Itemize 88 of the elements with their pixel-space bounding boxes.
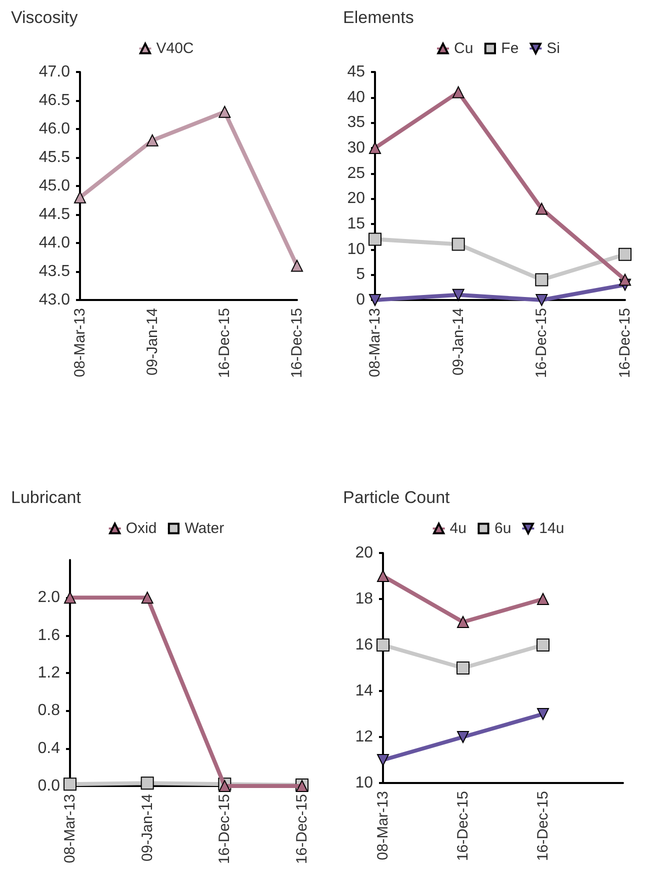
point [146, 134, 158, 146]
x-tick-label: 16-Dec-15 [216, 794, 234, 864]
point [74, 191, 86, 204]
y-tick-label: 0 [356, 292, 366, 308]
legend-label: Water [184, 520, 224, 537]
y-tick-label: 25 [347, 164, 366, 182]
point [537, 593, 549, 605]
x-tick-label: 09-Jan-14 [138, 794, 156, 862]
y-tick-label: 10 [347, 240, 366, 258]
x-tick-label: 16-Dec-15 [454, 791, 472, 862]
y-tick-label: 12 [355, 728, 374, 746]
y-tick-label: 20 [347, 190, 366, 208]
y-tick-label: 0.8 [38, 702, 60, 720]
point [140, 776, 154, 790]
y-tick-label: 47.0 [38, 64, 70, 80]
point [452, 86, 464, 98]
y-tick-label: 0.0 [38, 778, 60, 794]
x-tick-label: 09-Jan-14 [144, 308, 161, 376]
point [536, 638, 550, 652]
y-tick-label: 0.4 [38, 740, 60, 757]
y-tick-label: 30 [347, 140, 366, 156]
x-tick-label: 08-Mar-13 [62, 794, 78, 864]
point [369, 142, 381, 154]
y-tick-label: 1.6 [38, 626, 60, 644]
point [369, 294, 381, 306]
point [64, 592, 76, 604]
point [619, 274, 631, 286]
point [452, 288, 464, 301]
x-tick-label: 16-Dec-15 [294, 794, 310, 864]
point [141, 592, 154, 604]
y-tick-label: 40 [347, 88, 366, 106]
chart-title: Elements [343, 8, 414, 27]
point [218, 106, 231, 118]
point [218, 780, 231, 792]
x-tick-label: 09-Jan-14 [450, 308, 467, 376]
x-tick-label: 16-Dec-15 [616, 308, 634, 378]
y-tick-label: 45 [347, 64, 366, 80]
y-tick-label: 44.5 [38, 206, 70, 223]
x-tick-label: 08-Mar-13 [72, 308, 88, 378]
legend-label: Fe [501, 40, 519, 57]
point [536, 294, 548, 306]
point [377, 754, 389, 766]
legend-label: V40C [156, 40, 194, 57]
y-tick-label: 15 [347, 216, 366, 232]
legend-label: Oxid [126, 520, 157, 537]
x-tick-label: 08-Mar-13 [374, 791, 392, 860]
y-tick-label: 10 [355, 774, 374, 792]
point [457, 616, 469, 628]
point [537, 708, 549, 720]
y-tick-label: 46.5 [38, 92, 70, 109]
legend-label: 6u [494, 520, 512, 537]
y-tick-label: 43.0 [38, 292, 70, 308]
x-tick-label: 16-Dec-15 [534, 791, 552, 862]
y-tick-label: 45.0 [38, 178, 70, 194]
legend-label: 14u [539, 520, 564, 537]
y-tick-label: 43.5 [38, 263, 70, 280]
y-tick-label: 18 [355, 590, 374, 608]
legend-label: 4u [450, 520, 466, 537]
point [618, 248, 632, 261]
point [535, 273, 548, 286]
y-tick-label: 14 [355, 682, 374, 700]
point [291, 260, 303, 272]
y-tick-label: 44.0 [38, 234, 70, 252]
chart-title: Lubricant [11, 488, 82, 507]
y-tick-label: 1.2 [38, 664, 60, 682]
y-tick-label: 2.0 [38, 589, 60, 606]
point [452, 238, 465, 251]
legend-label: Si [546, 40, 560, 57]
point [376, 638, 390, 652]
y-tick-label: 20 [355, 544, 374, 562]
y-tick-label: 35 [347, 114, 366, 132]
point [457, 731, 469, 743]
chart-title: Viscosity [11, 8, 78, 27]
x-tick-label: 16-Dec-15 [216, 308, 234, 378]
x-tick-label: 16-Dec-15 [288, 308, 306, 378]
y-tick-label: 16 [355, 636, 374, 654]
y-tick-label: 5 [356, 266, 366, 284]
point [377, 570, 389, 582]
point [64, 778, 76, 791]
y-tick-label: 46.0 [38, 120, 70, 138]
point [536, 202, 548, 215]
x-tick-label: 08-Mar-13 [366, 308, 384, 378]
legend-label: Cu [454, 40, 474, 57]
x-tick-label: 16-Dec-15 [533, 308, 550, 378]
point [368, 232, 382, 246]
point [456, 662, 470, 674]
y-tick-label: 45.5 [38, 149, 70, 166]
chart-title: Particle Count [343, 488, 450, 507]
